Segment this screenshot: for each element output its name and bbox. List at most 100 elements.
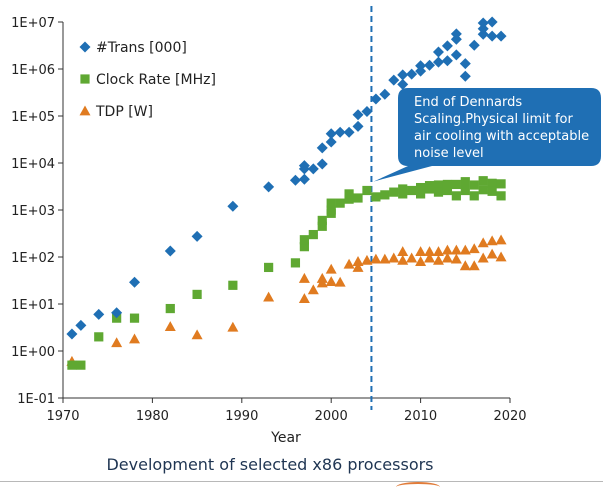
diamond-point <box>164 245 176 257</box>
triangle-point <box>298 293 310 304</box>
square-point <box>487 186 497 196</box>
annotation-box <box>373 88 601 182</box>
triangle-point <box>450 253 462 264</box>
x-axis-title: Year <box>270 430 301 446</box>
diamond-point <box>432 46 444 58</box>
diamond-point <box>370 93 382 105</box>
diamond-point <box>325 136 337 148</box>
diamond-point <box>486 16 498 28</box>
square-point <box>317 221 327 231</box>
square-point <box>496 191 506 201</box>
triangle-point <box>486 248 498 259</box>
diamond-point <box>325 128 337 140</box>
y-tick-label: 1E+04 <box>11 157 55 172</box>
square-point <box>496 179 506 189</box>
square-point <box>228 280 238 290</box>
triangle-point <box>298 272 310 283</box>
square-point <box>362 185 372 196</box>
x-tick-label: 1980 <box>136 409 169 424</box>
square-point <box>424 184 435 194</box>
square-point <box>442 185 453 196</box>
triangle-point <box>415 246 427 257</box>
y-tick-label: 1E+02 <box>11 251 55 266</box>
series-triangle <box>66 234 507 366</box>
triangle-point <box>397 254 409 265</box>
x-tick-label: 2020 <box>493 409 526 424</box>
diamond-point <box>352 120 364 132</box>
triangle-point <box>325 263 337 274</box>
y-tick-label: 1E+03 <box>11 204 55 219</box>
square-point <box>299 235 309 245</box>
triangle-point <box>486 235 498 246</box>
diamond-point <box>111 307 123 319</box>
triangle-point <box>352 261 364 272</box>
annotation-line: air cooling with acceptable <box>414 129 589 144</box>
triangle-point <box>415 256 427 266</box>
square-point <box>451 179 461 190</box>
diamond-point <box>441 40 453 52</box>
diamond-point <box>343 126 355 138</box>
diamond-point <box>66 328 78 340</box>
square-point <box>407 185 417 196</box>
triangle-point <box>432 246 444 257</box>
chart: 1970 1980 1990 2000 2010 2020 1E-01 1E+00 1E+01… <box>11 6 601 446</box>
legend-label: TDP [W] <box>95 104 153 120</box>
x-tick-label: 1970 <box>46 409 79 424</box>
x-tick-label: 2010 <box>404 409 437 424</box>
footer-divider <box>0 481 603 482</box>
square-point <box>264 262 274 273</box>
diamond-point <box>406 68 418 80</box>
triangle-point <box>325 276 337 286</box>
square-point <box>308 229 318 240</box>
y-ticks: 1E-01 1E+00 1E+01 1E+02 1E+03 1E+04 1E+05 1E+06… <box>11 16 63 407</box>
y-tick-label: 1E+01 <box>11 298 55 313</box>
triangle-point <box>307 284 319 295</box>
triangle-point <box>468 260 480 271</box>
diamond-point <box>397 78 409 90</box>
triangle-point <box>191 329 203 340</box>
square-point <box>487 178 497 188</box>
diamond-point <box>75 319 87 331</box>
square-point <box>460 177 470 187</box>
diamond-point <box>495 30 507 42</box>
triangle-point <box>406 252 418 263</box>
square-point <box>416 189 426 199</box>
square-point <box>335 198 345 208</box>
square-point <box>398 189 408 199</box>
triangle-point <box>477 237 489 248</box>
annotation-text: End of Dennards Scaling.Physical limit fo… <box>414 95 589 161</box>
triangle-point <box>361 254 373 265</box>
footer-logo-arc <box>396 482 440 492</box>
legend-diamond-swatch <box>79 41 91 53</box>
square-point <box>469 180 479 190</box>
square-point <box>344 194 354 204</box>
triangle-point <box>468 243 480 254</box>
diamond-point <box>307 163 319 175</box>
diamond-point <box>316 142 328 154</box>
legend-label: #Trans [000] <box>96 40 187 56</box>
square-point <box>67 360 77 370</box>
diamond-point <box>191 230 203 242</box>
triangle-point <box>334 276 346 287</box>
annotation-line: noise level <box>414 146 484 161</box>
triangle-point <box>343 258 355 269</box>
diamond-point <box>450 49 462 61</box>
diamond-point <box>441 55 453 67</box>
diamond-point <box>227 200 239 212</box>
diamond-point <box>361 105 373 117</box>
square-point <box>299 242 309 252</box>
x-ticks: 1970 1980 1990 2000 2010 2020 <box>46 398 527 424</box>
diamond-point <box>468 39 480 51</box>
square-point <box>469 191 479 201</box>
triangle-point <box>370 253 382 264</box>
y-tick-label: 1E-01 <box>17 392 55 407</box>
x-tick-label: 1990 <box>225 409 258 424</box>
square-point <box>344 189 354 199</box>
square-point <box>416 182 426 193</box>
series-diamond <box>66 16 507 340</box>
square-point <box>353 193 363 203</box>
square-point <box>192 289 202 300</box>
diamond-point <box>477 23 489 35</box>
annotation-line: End of Dennards <box>414 95 522 110</box>
x-tick-label: 2000 <box>315 409 348 424</box>
